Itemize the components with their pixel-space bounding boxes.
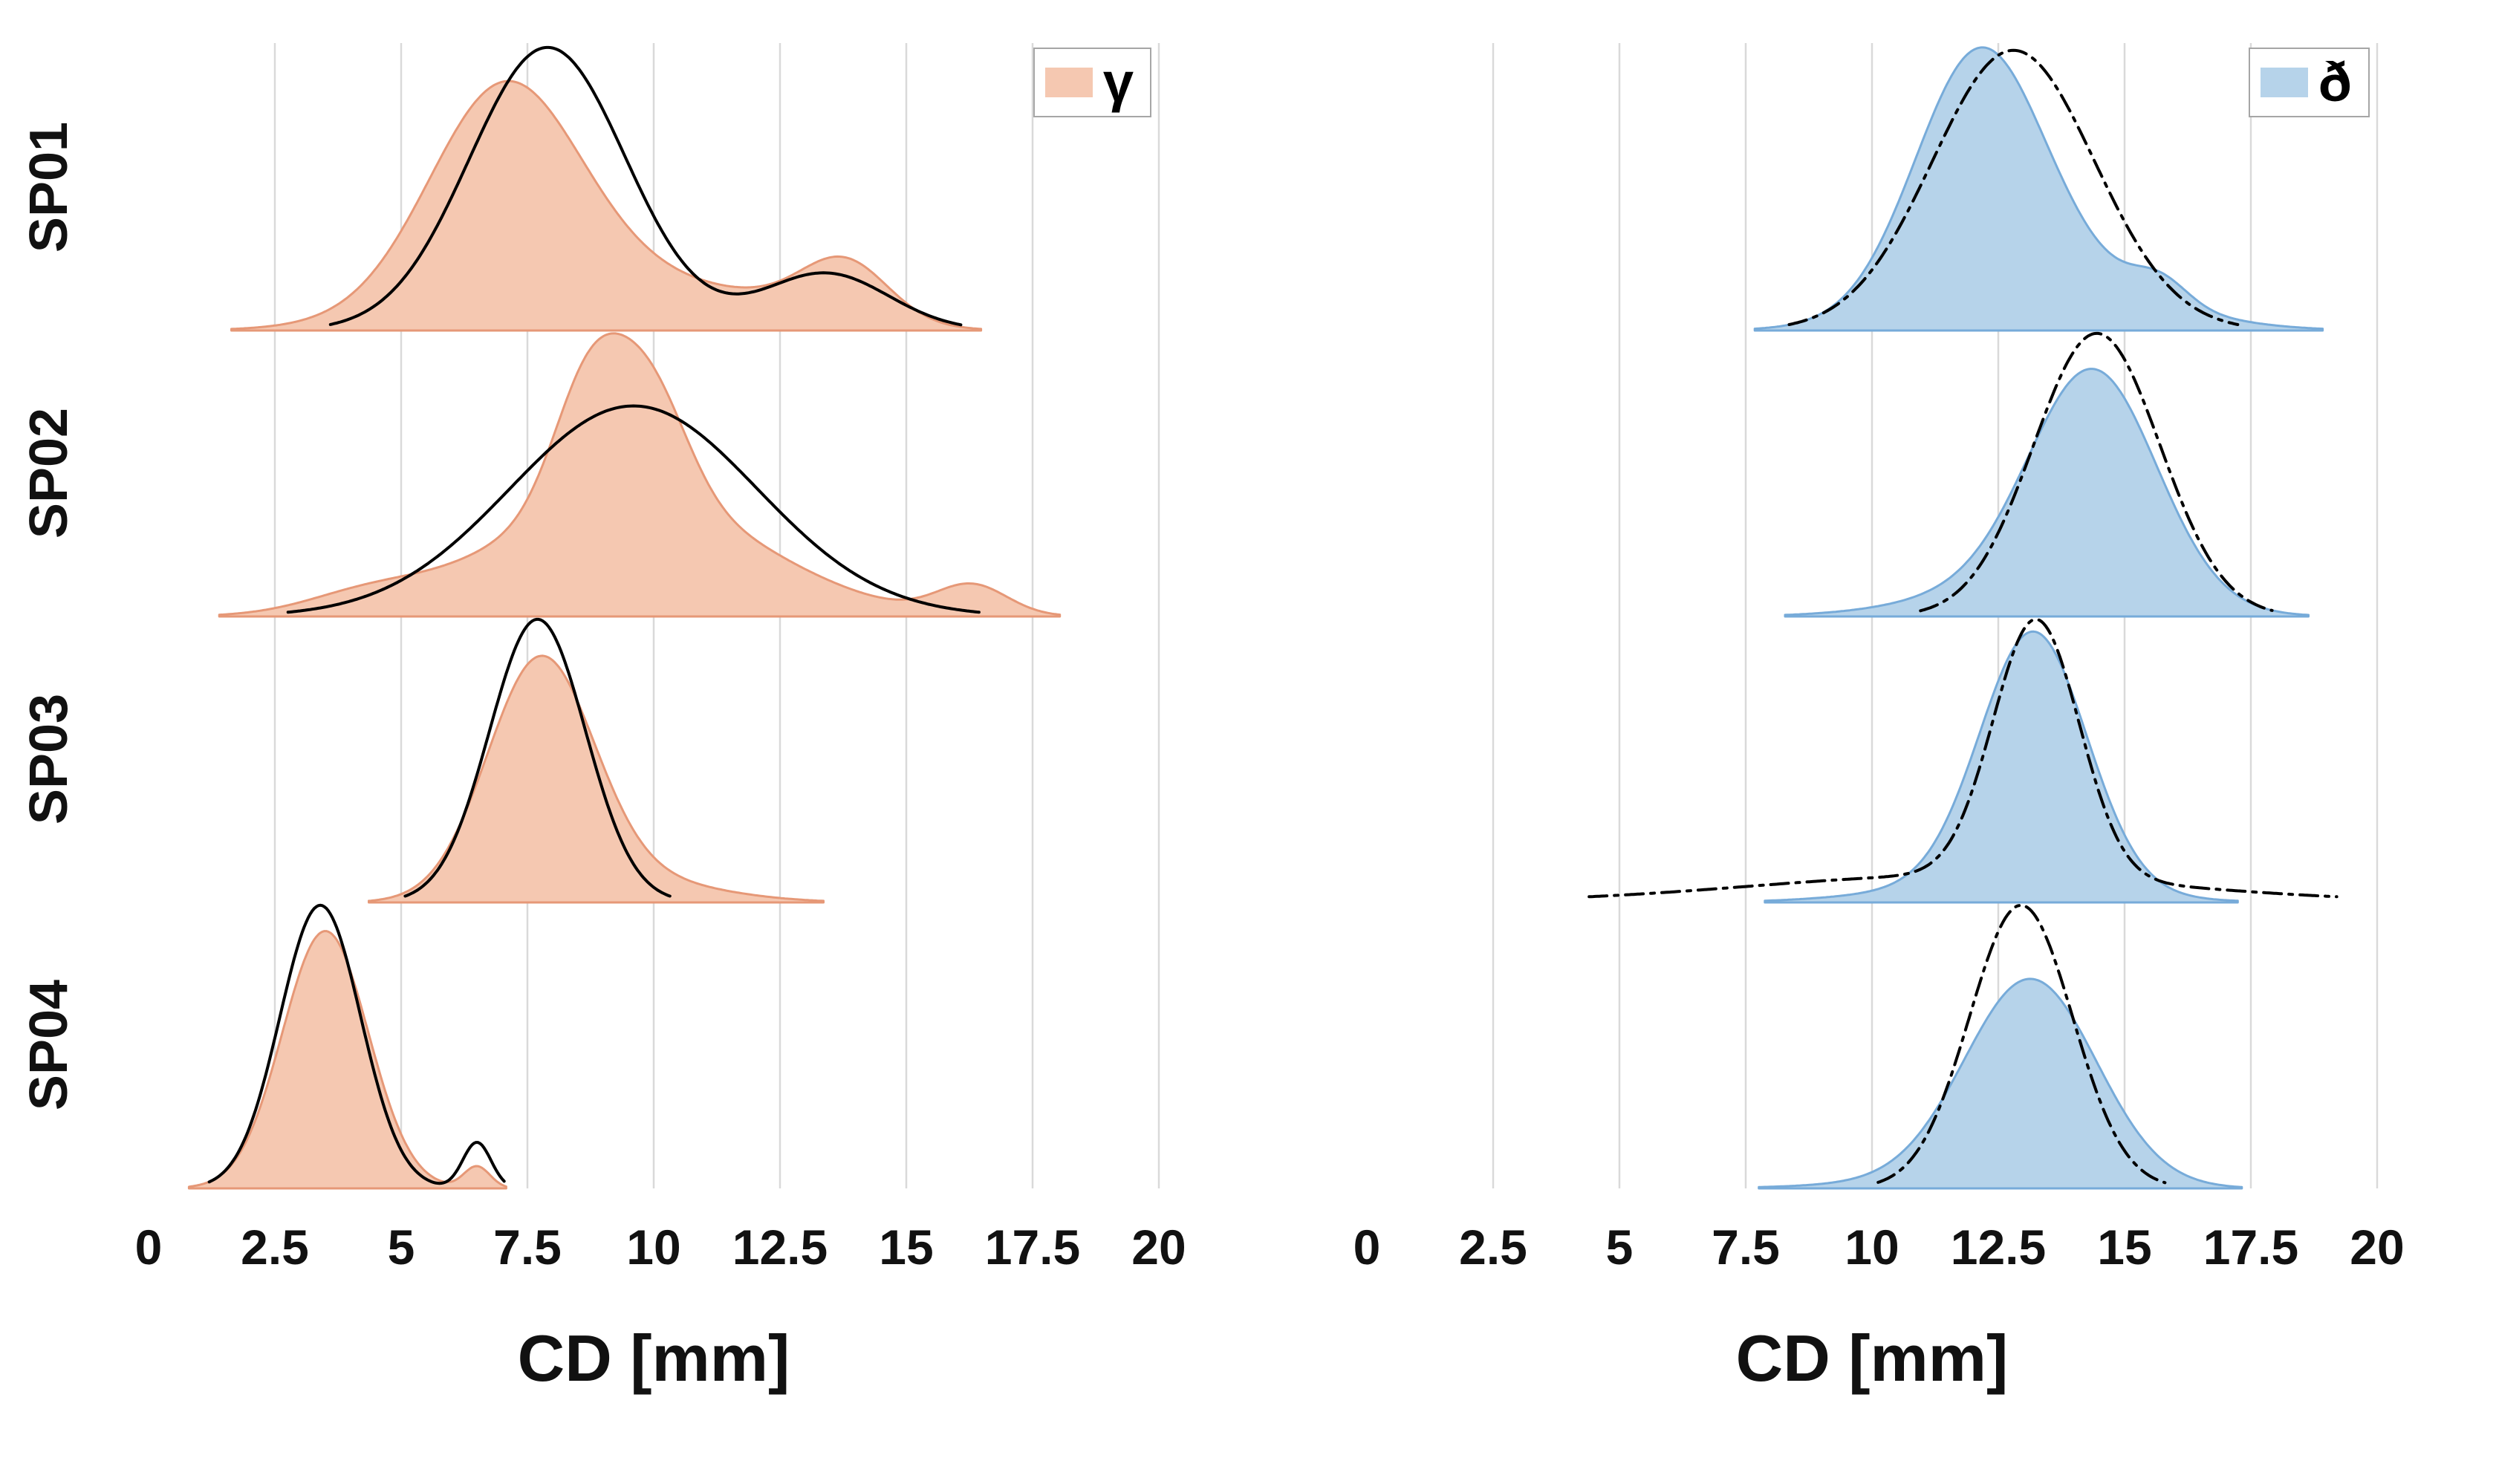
x-tick-label: 17.5 — [985, 1220, 1080, 1275]
left-plot-svg: 0 2.5 5 7.5 10 12.5 15 17.5 20 — [135, 43, 1186, 1275]
x-axis-label-right: CD [mm] — [1735, 1321, 2009, 1395]
x-tick-label: 10 — [1845, 1220, 1899, 1275]
legend-label-gamma: γ — [1102, 51, 1134, 113]
x-tick-label: 5 — [388, 1220, 415, 1275]
x-tick-label: 15 — [2097, 1220, 2151, 1275]
x-tick-label: 0 — [1353, 1220, 1381, 1275]
kde-area — [218, 332, 1062, 618]
x-tick-label: 2.5 — [241, 1220, 309, 1275]
legend-swatch-gamma-icon — [1044, 68, 1093, 97]
row-label-sp02: SP02 — [19, 407, 79, 539]
kde-area — [368, 654, 825, 904]
fit-curve — [403, 617, 672, 898]
fit-curve — [286, 404, 981, 614]
legend-eth: ð — [2248, 48, 2370, 117]
fit-curve — [1587, 617, 2339, 899]
fit-curve — [328, 45, 963, 327]
x-tick-label: 5 — [1606, 1220, 1634, 1275]
x-tick-label: 15 — [879, 1220, 933, 1275]
fit-curve — [207, 903, 506, 1185]
x-tick-label: 7.5 — [1712, 1220, 1780, 1275]
kde-area — [1753, 46, 2324, 332]
right-plot-svg: 0 2.5 5 7.5 10 12.5 15 17.5 20 — [1353, 43, 2405, 1275]
kde-area — [187, 930, 507, 1190]
kde-area — [1784, 368, 2310, 618]
right-panel: 0 2.5 5 7.5 10 12.5 15 17.5 20 ð CD [mm] — [1248, 0, 2496, 1484]
x-tick-label: 12.5 — [732, 1220, 828, 1275]
legend-gamma: γ — [1033, 48, 1151, 117]
x-tick-label: 0 — [135, 1220, 163, 1275]
x-tick-label: 7.5 — [493, 1220, 562, 1275]
x-tick-label: 10 — [626, 1220, 680, 1275]
x-axis-label-left: CD [mm] — [517, 1321, 790, 1395]
x-tick-label: 2.5 — [1459, 1220, 1527, 1275]
row-label-sp04: SP04 — [19, 979, 79, 1111]
x-tick-label: 20 — [2350, 1220, 2404, 1275]
x-tick-label: 20 — [1131, 1220, 1186, 1275]
fit-curve — [1919, 331, 2274, 613]
fit-curve — [1787, 48, 2240, 326]
kde-area — [1758, 977, 2243, 1190]
x-tick-label: 12.5 — [1951, 1220, 2046, 1275]
x-tick-label: 17.5 — [2203, 1220, 2298, 1275]
row-label-sp03: SP03 — [19, 693, 79, 825]
kde-area — [230, 79, 983, 332]
legend-swatch-eth-icon — [2260, 68, 2308, 97]
left-panel: 0 2.5 5 7.5 10 12.5 15 17.5 20 γ CD [mm] SP01 SP… — [19, 43, 1186, 1395]
kde-area — [1764, 630, 2239, 904]
row-label-sp01: SP01 — [19, 121, 79, 253]
legend-label-eth: ð — [2318, 51, 2352, 113]
